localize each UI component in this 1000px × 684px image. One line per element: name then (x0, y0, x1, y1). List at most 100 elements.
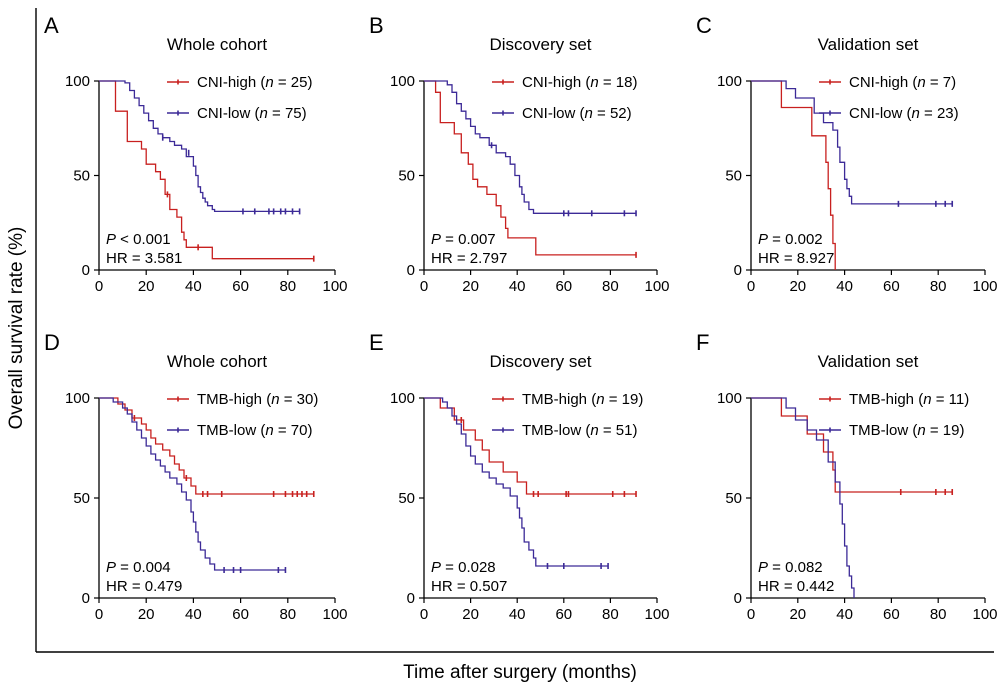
x-tick-label: 60 (232, 278, 249, 295)
x-tick-label: 60 (555, 278, 572, 295)
x-tick-label: 0 (95, 278, 103, 295)
km-curve-cni-high (424, 80, 636, 256)
panel-title: Discovery set (489, 35, 591, 54)
panel-letter: B (369, 13, 384, 38)
x-tick-label: 40 (185, 606, 202, 623)
legend-paren-open: ( (908, 422, 917, 439)
p-label: P (431, 231, 441, 248)
legend-n-value: = 30 (280, 391, 314, 408)
legend-n-label: n (917, 74, 925, 91)
x-tick-label: 0 (420, 278, 428, 295)
legend-label: CNI-low (n = 52) (522, 105, 632, 122)
legend-n-value: = 25 (274, 74, 308, 91)
x-tick-label: 100 (972, 278, 997, 295)
y-tick-label: 0 (407, 590, 415, 607)
legend-paren-open: ( (262, 391, 271, 408)
legend-paren-open: ( (587, 391, 596, 408)
km-curve-tmb-low (751, 397, 855, 598)
p-value: = 0.082 (768, 559, 823, 576)
km-curve-tmb-high (99, 397, 314, 495)
panel-title: Validation set (818, 352, 919, 371)
legend-series-name: TMB-low (849, 422, 908, 439)
legend-n-value: = 51 (599, 422, 633, 439)
p-value-text: P = 0.007 (431, 231, 496, 248)
x-axis-label: Time after surgery (months) (403, 662, 637, 683)
hazard-ratio-text: HR = 0.442 (758, 578, 834, 595)
x-tick-label: 100 (322, 606, 347, 623)
km-curve-tmb-high (424, 397, 636, 495)
y-tick-label: 0 (82, 262, 90, 279)
panel-b: B Discovery set 0 20 40 60 80 100 0 50 100 CNI-high… (369, 13, 670, 295)
x-tick-label: 80 (602, 278, 619, 295)
legend-paren-open: ( (256, 74, 265, 91)
x-tick-label: 100 (972, 606, 997, 623)
x-tick-label: 20 (138, 278, 155, 295)
x-tick-label: 40 (509, 278, 526, 295)
panel-title: Validation set (818, 35, 919, 54)
legend-paren-close: ) (307, 74, 312, 91)
legend-paren-close: ) (632, 422, 637, 439)
p-value-text: P = 0.028 (431, 559, 496, 576)
panel-title: Whole cohort (167, 35, 267, 54)
legend-n-label: n (912, 105, 920, 122)
hazard-ratio-text: HR = 2.797 (431, 250, 507, 267)
legend-paren-open: ( (902, 105, 911, 122)
legend-label: CNI-high (n = 25) (197, 74, 312, 91)
x-tick-label: 20 (462, 606, 479, 623)
legend-paren-open: ( (575, 105, 584, 122)
legend-paren-close: ) (959, 422, 964, 439)
legend-label: TMB-low (n = 51) (522, 422, 637, 439)
p-value-text: P = 0.002 (758, 231, 823, 248)
x-tick-label: 60 (555, 606, 572, 623)
x-tick-label: 80 (930, 606, 947, 623)
legend-paren-open: ( (914, 391, 923, 408)
y-tick-label: 0 (407, 262, 415, 279)
x-tick-label: 80 (602, 606, 619, 623)
legend-paren-open: ( (581, 422, 590, 439)
legend-series-name: TMB-high (522, 391, 587, 408)
legend-series-name: CNI-low (522, 105, 576, 122)
y-tick-label: 100 (717, 73, 742, 90)
x-tick-label: 60 (883, 278, 900, 295)
x-tick-label: 80 (930, 278, 947, 295)
y-tick-label: 100 (65, 73, 90, 90)
legend-n-label: n (265, 74, 273, 91)
legend-label: TMB-low (n = 70) (197, 422, 312, 439)
hazard-ratio-text: HR = 0.479 (106, 578, 182, 595)
y-tick-label: 50 (398, 490, 415, 507)
panel-title: Discovery set (489, 352, 591, 371)
legend-paren-close: ) (627, 105, 632, 122)
hazard-ratio-text: HR = 0.507 (431, 578, 507, 595)
km-curve-cni-high (751, 80, 836, 270)
legend-n-label: n (585, 105, 593, 122)
x-tick-label: 60 (232, 606, 249, 623)
x-tick-label: 40 (185, 278, 202, 295)
y-tick-label: 100 (65, 390, 90, 407)
legend-n-value: = 18 (599, 74, 633, 91)
y-tick-label: 50 (725, 490, 742, 507)
x-tick-label: 0 (420, 606, 428, 623)
legend-series-name: CNI-high (849, 74, 908, 91)
y-tick-label: 0 (82, 590, 90, 607)
p-label: P (106, 231, 116, 248)
p-label: P (758, 231, 768, 248)
legend-series-name: CNI-low (197, 105, 251, 122)
p-label: P (758, 559, 768, 576)
legend-n-value: = 7 (926, 74, 951, 91)
x-tick-label: 60 (883, 606, 900, 623)
legend-label: CNI-low (n = 23) (849, 105, 959, 122)
hazard-ratio-text: HR = 8.927 (758, 250, 834, 267)
legend-label: CNI-high (n = 7) (849, 74, 956, 91)
legend-label: TMB-high (n = 19) (522, 391, 643, 408)
y-tick-label: 100 (390, 390, 415, 407)
km-curve-tmb-high (751, 397, 953, 493)
y-tick-label: 50 (73, 490, 90, 507)
panel-a: A Whole cohort 0 20 40 60 80 100 0 50 100 CNI-high … (44, 13, 348, 295)
y-tick-label: 50 (73, 168, 90, 185)
legend-n-value: = 70 (274, 422, 308, 439)
hazard-ratio-text: HR = 3.581 (106, 250, 182, 267)
x-tick-label: 20 (138, 606, 155, 623)
panel-title: Whole cohort (167, 352, 267, 371)
x-tick-label: 100 (322, 278, 347, 295)
p-label: P (431, 559, 441, 576)
